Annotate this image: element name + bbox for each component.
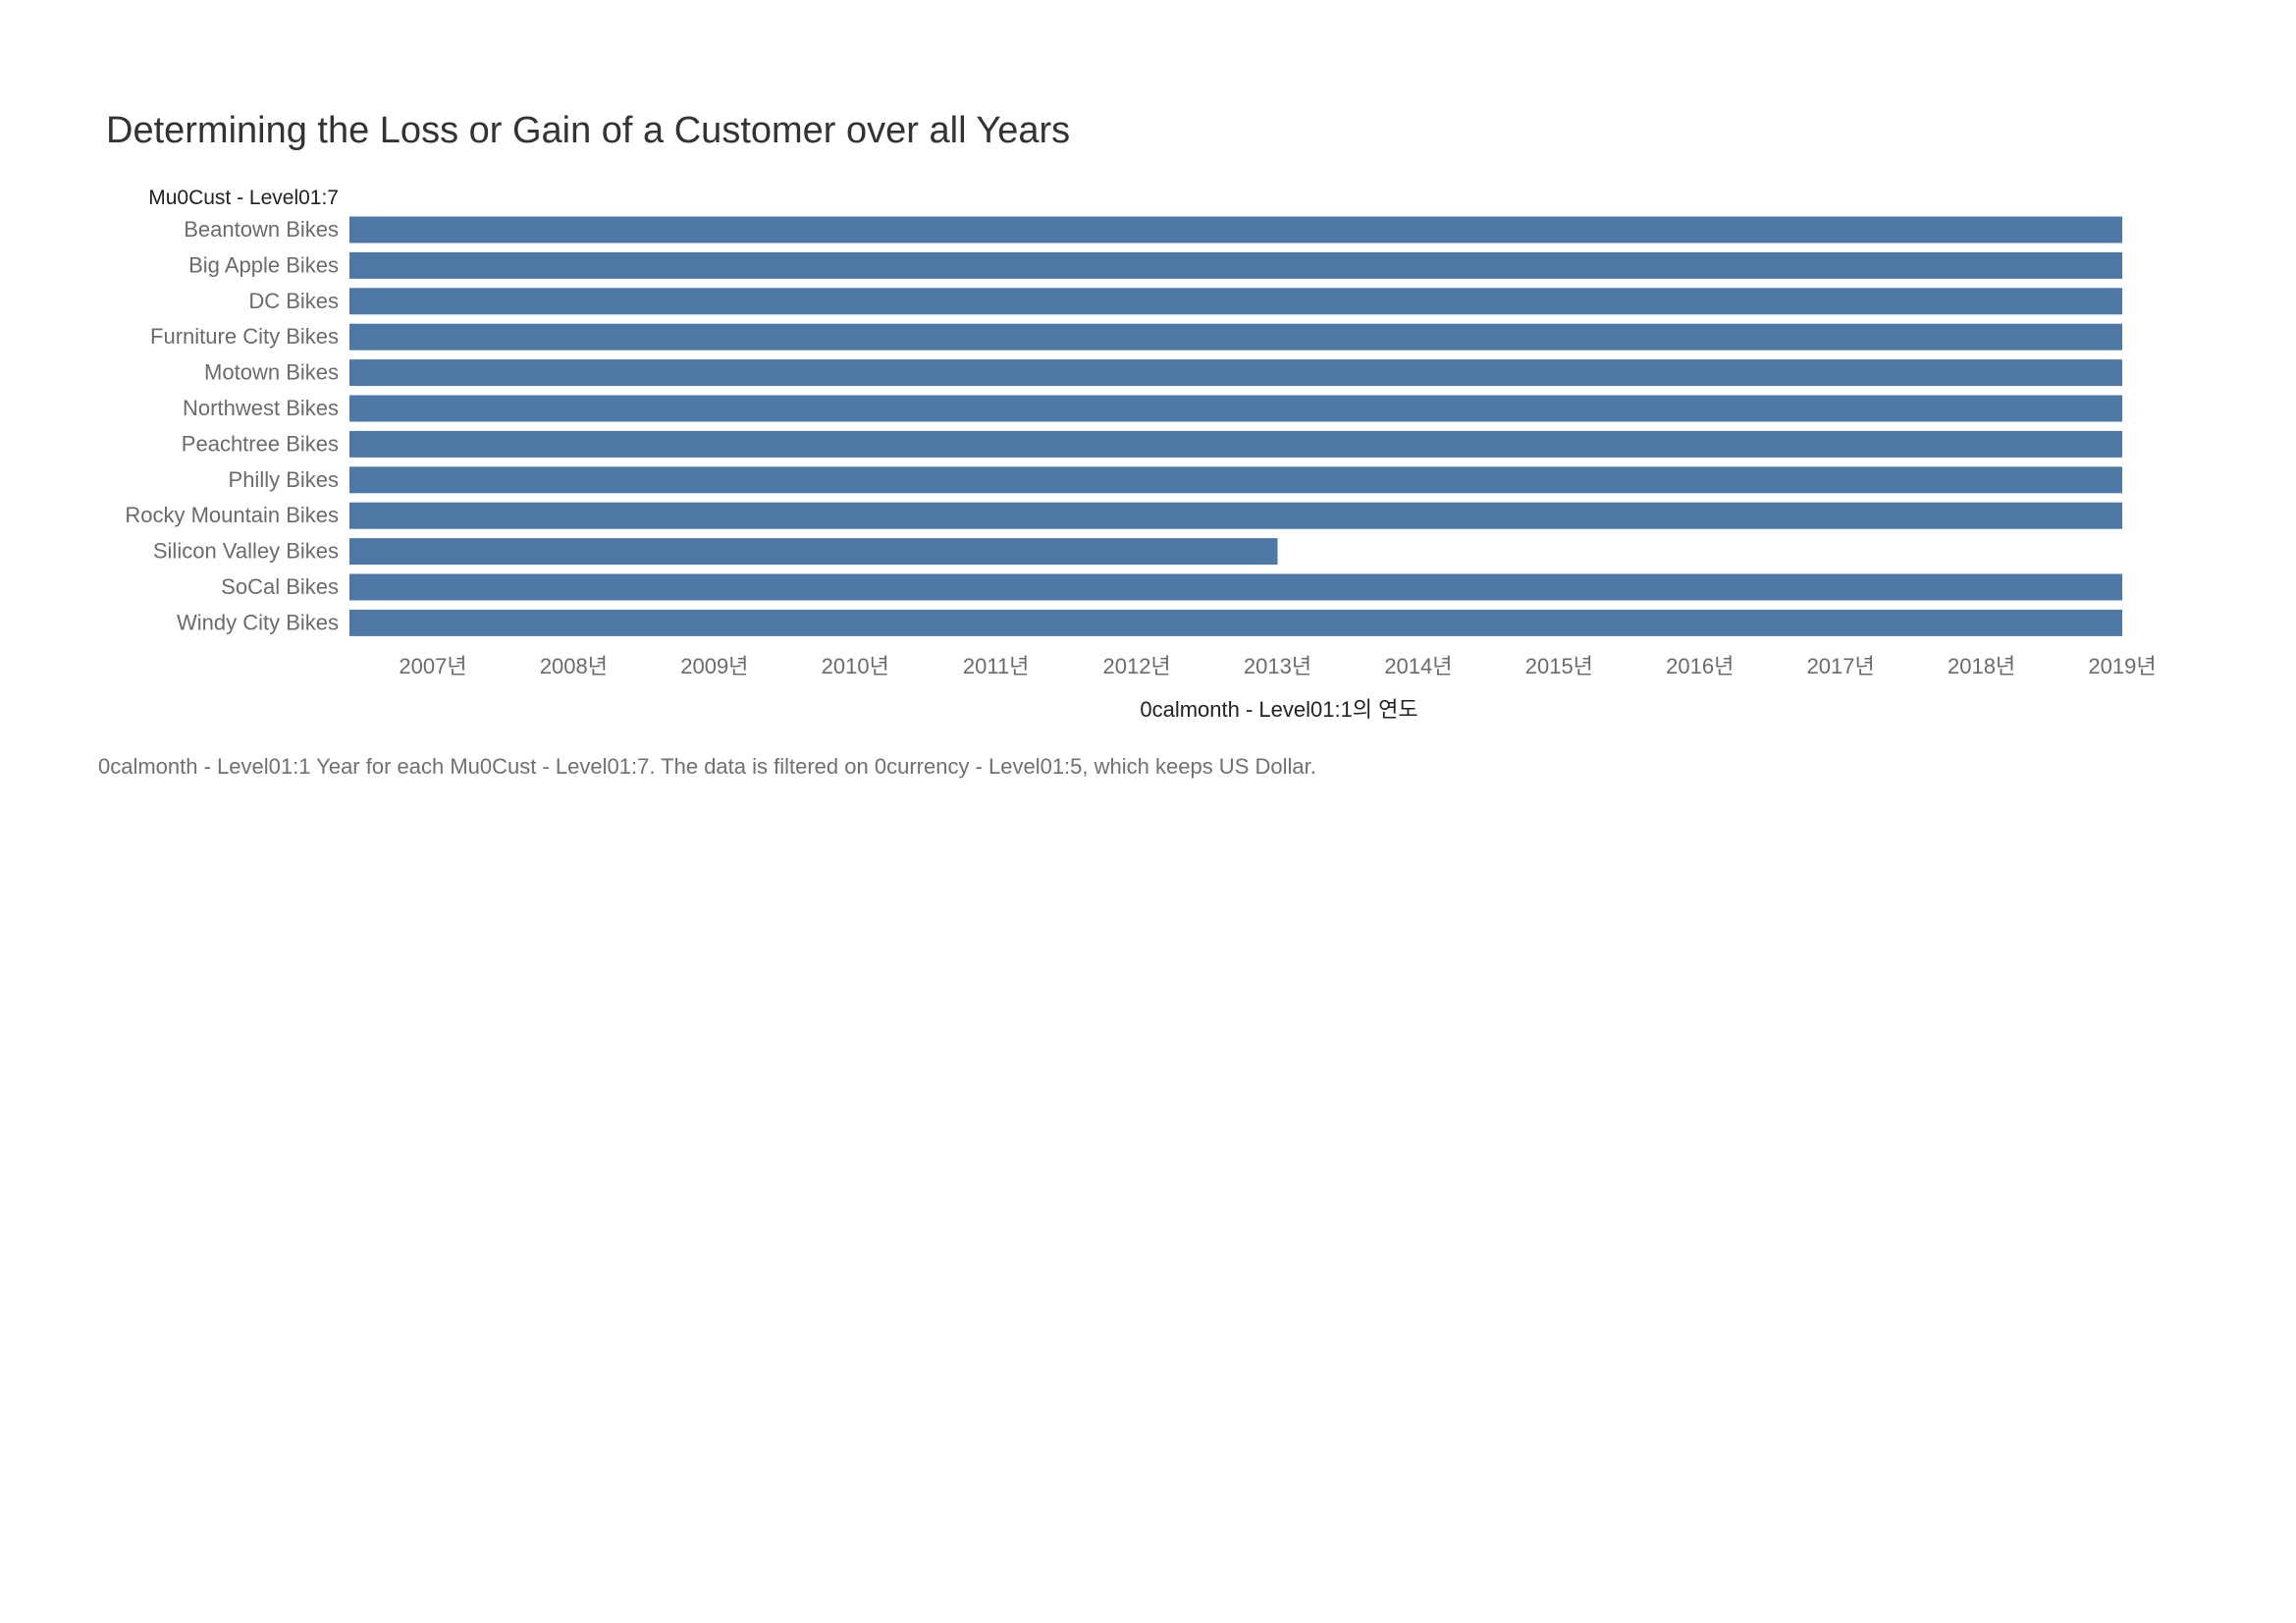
category-label: Beantown Bikes (184, 217, 339, 242)
bar-philly-bikes (349, 466, 2122, 494)
category-label: Windy City Bikes (177, 610, 339, 634)
bar-chart: Mu0Cust - Level01:7 Beantown Bikes Big Ap… (125, 187, 2156, 722)
x-tick-label: 2007년 (399, 654, 466, 678)
category-label: Northwest Bikes (183, 396, 339, 420)
bar-windy-city-bikes (349, 609, 2122, 636)
x-tick-label: 2008년 (540, 654, 608, 678)
x-tick-label: 2015년 (1525, 654, 1593, 678)
bar-beantown-bikes (349, 216, 2122, 243)
x-tick-labels: 2007년 2008년 2009년 2010년 2011년 2012년 2013년 2014년… (399, 654, 2156, 678)
bar-silicon-valley-bikes (349, 538, 1278, 566)
bar-dc-bikes (349, 288, 2122, 315)
x-tick-label: 2012년 (1102, 654, 1170, 678)
bar-motown-bikes (349, 359, 2122, 387)
bar-peachtree-bikes (349, 430, 2122, 458)
bar-socal-bikes (349, 573, 2122, 601)
chart-caption: 0calmonth - Level01:1 Year for each Mu0C… (98, 754, 1316, 779)
category-label: SoCal Bikes (221, 574, 339, 599)
x-tick-label: 2018년 (1948, 654, 2015, 678)
category-label: DC Bikes (248, 289, 339, 313)
category-label: Philly Bikes (229, 467, 339, 492)
chart-title: Determining the Loss or Gain of a Custom… (106, 110, 1071, 151)
x-tick-label: 2011년 (963, 654, 1030, 678)
category-label: Rocky Mountain Bikes (125, 503, 339, 527)
category-label: Peachtree Bikes (182, 431, 339, 456)
bar-northwest-bikes (349, 395, 2122, 422)
category-label: Big Apple Bikes (188, 252, 339, 277)
bar-rocky-mountain-bikes (349, 502, 2122, 529)
bar-big-apple-bikes (349, 251, 2122, 279)
x-tick-label: 2009년 (680, 654, 748, 678)
x-tick-label: 2010년 (822, 654, 889, 678)
category-label: Motown Bikes (204, 360, 339, 385)
x-tick-label: 2013년 (1244, 654, 1311, 678)
x-tick-label: 2014년 (1384, 654, 1452, 678)
bar-furniture-city-bikes (349, 323, 2122, 351)
y-axis-title: Mu0Cust - Level01:7 (148, 187, 339, 209)
x-axis-title: 0calmonth - Level01:1의 연도 (1140, 697, 1417, 722)
x-tick-label: 2017년 (1807, 654, 1875, 678)
x-tick-label: 2019년 (2088, 654, 2156, 678)
category-labels: Beantown Bikes Big Apple Bikes DC Bikes Fur… (125, 217, 339, 634)
category-label: Silicon Valley Bikes (153, 539, 339, 564)
category-label: Furniture City Bikes (150, 324, 339, 349)
x-tick-label: 2016년 (1666, 654, 1734, 678)
bars (349, 216, 2122, 636)
